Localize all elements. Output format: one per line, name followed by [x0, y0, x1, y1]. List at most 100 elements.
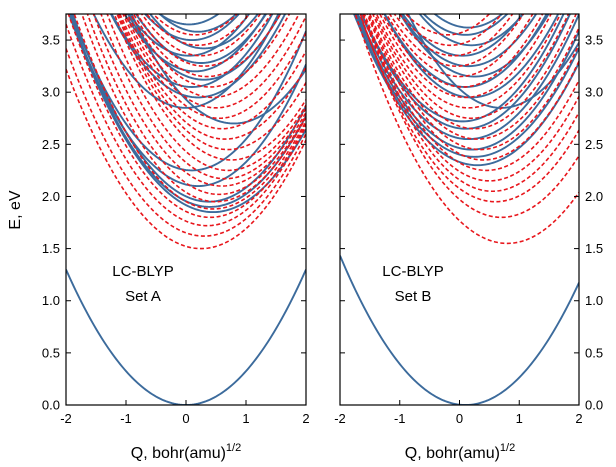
right-y-tick-label: 3.0 [585, 85, 603, 100]
right-solid-curve-14 [422, 14, 509, 36]
right-dashed-curve-16 [354, 14, 579, 245]
right-y-tick-label: 3.5 [585, 33, 603, 48]
right-dashed-curve-28 [378, 14, 552, 99]
right-dashed-curve-22 [366, 14, 579, 161]
right-solid-curve-2 [353, 14, 579, 158]
right-y-tick-label: 2.5 [585, 137, 603, 152]
right-y-tick-label: 2.0 [585, 189, 603, 204]
left-y-tick-label: 2.0 [42, 189, 60, 204]
left-annotation-line-1: LC-BLYP [112, 263, 173, 280]
left-dashed-curve-36 [132, 14, 282, 78]
right-x-tick-label: -2 [334, 411, 346, 426]
right-solid-curve-10 [399, 14, 550, 78]
x-axis-title-left-main: Q, bohr(amu) [131, 445, 226, 462]
left-dashed-curve-34 [126, 14, 300, 99]
left-dashed-curve-24 [86, 14, 306, 196]
right-x-tick-label: -1 [394, 411, 406, 426]
right-dashed-curve-25 [371, 14, 577, 130]
left-solid-curve-14 [148, 14, 260, 50]
left-dashed-curve-28 [113, 14, 306, 161]
x-axis-title-right: Q, bohr(amu)1/2 [405, 442, 515, 462]
right-solid-curve-1 [353, 14, 579, 167]
right-dashed-curve-30 [385, 14, 534, 78]
right-x-tick-label: 2 [575, 411, 582, 426]
right-dashed-curve-21 [363, 14, 579, 172]
left-dashed-curve-39 [145, 14, 251, 47]
right-dashed-curve-26 [373, 14, 570, 120]
left-x-tick-label: 0 [182, 411, 189, 426]
right-dashed-curve-17 [359, 14, 579, 219]
left-dashed-curve-31 [119, 14, 306, 130]
right-y-tick-label: 1.5 [585, 241, 603, 256]
left-solid-curve-8 [109, 14, 287, 99]
left-x-tick-label: -1 [120, 411, 132, 426]
right-dashed-curve-31 [388, 14, 525, 67]
x-axis-title-right-sup: 1/2 [500, 442, 515, 454]
left-solid-curve-15 [143, 14, 241, 42]
left-solid-curve-5 [70, 14, 306, 172]
right-dashed-curve-34 [404, 14, 491, 36]
right-dashed-curve-24 [368, 14, 579, 140]
right-annotation-line-1: LC-BLYP [382, 263, 443, 280]
left-dashed-curve-22 [73, 14, 306, 210]
left-solid-curve-9 [110, 14, 274, 88]
right-solid-curve-7 [407, 14, 579, 109]
left-solid-curve-17 [158, 14, 220, 26]
left-dashed-curve-32 [122, 14, 306, 120]
left-x-tick-label: 2 [302, 411, 309, 426]
right-solid-curve-11 [399, 14, 538, 68]
right-y-tick-label: 0.0 [585, 398, 603, 413]
right-dashed-curve-27 [375, 14, 562, 109]
right-solid-curve-12 [401, 14, 524, 57]
left-y-tick-label: 1.0 [42, 293, 60, 308]
left-y-tick-label: 0.0 [42, 398, 60, 413]
left-solid-curve-6 [130, 14, 306, 125]
right-solid-curve-13 [418, 14, 525, 47]
left-solid-curve-10 [126, 14, 282, 81]
left-solid-curve-16 [158, 14, 238, 33]
left-y-tick-label: 3.5 [42, 33, 60, 48]
left-y-tick-label: 1.5 [42, 241, 60, 256]
left-solid-curve-4 [68, 14, 306, 187]
right-y-tick-label: 1.0 [585, 293, 603, 308]
left-dashed-curve-18 [66, 68, 306, 250]
right-dashed-curve-29 [381, 14, 544, 88]
left-x-tick-label: -2 [60, 411, 72, 426]
left-solid-curve-13 [127, 14, 251, 57]
right-solid-curve-3 [355, 14, 579, 151]
left-dashed-curve-20 [66, 23, 306, 227]
left-dashed-curve-38 [140, 14, 262, 57]
right-x-tick-label: 0 [456, 411, 463, 426]
right-solid-curve-8 [383, 14, 560, 99]
left-ticks: -2 -1 0 1 2 0.0 0.5 1.0 1.5 2.0 2.5 3.0 3.5 [42, 14, 310, 426]
left-panel: -2 -1 0 1 20.00.51.01.52.02.53.03.5 LC-BLYP … [42, 13, 310, 426]
right-curves [340, 14, 579, 405]
left-annotation-line-2: Set A [125, 288, 161, 305]
x-axis-title-right-main: Q, bohr(amu) [405, 445, 500, 462]
right-y-tick-label: 0.5 [585, 345, 603, 360]
left-x-tick-label: 1 [242, 411, 249, 426]
left-dashed-curve-25 [92, 14, 306, 187]
right-dashed-curve-18 [359, 14, 579, 203]
left-dashed-curve-26 [100, 14, 306, 180]
left-plot-frame [65, 13, 307, 406]
left-dashed-curve-40 [151, 14, 239, 36]
right-dashed-curve-19 [361, 14, 579, 193]
left-dashed-curve-27 [106, 14, 306, 172]
left-solid-curve-11 [123, 14, 267, 73]
right-annotation-line-2: Set B [395, 288, 432, 305]
left-y-tick-label: 3.0 [42, 85, 60, 100]
left-solid-curve-0 [66, 269, 306, 405]
left-dashed-curve-33 [123, 14, 306, 109]
right-solid-curve-15 [433, 14, 504, 29]
left-y-tick-label: 0.5 [42, 345, 60, 360]
right-panel: -2 -1 0 1 20.00.51.01.52.02.53.03.5 LC-BLYP … [334, 13, 603, 426]
right-dashed-curve-20 [362, 14, 579, 182]
y-axis-title: E, eV [7, 190, 24, 229]
x-axis-title-left-sup: 1/2 [226, 442, 241, 454]
x-axis-title-left: Q, bohr(amu)1/2 [131, 442, 241, 462]
right-ticks: -2 -1 0 1 20.0 0.5 1.0 1.5 2.0 2.5 3.0 3.5 [334, 14, 603, 426]
left-dashed-curve-29 [116, 14, 306, 151]
left-dashed-curve-19 [66, 48, 306, 237]
